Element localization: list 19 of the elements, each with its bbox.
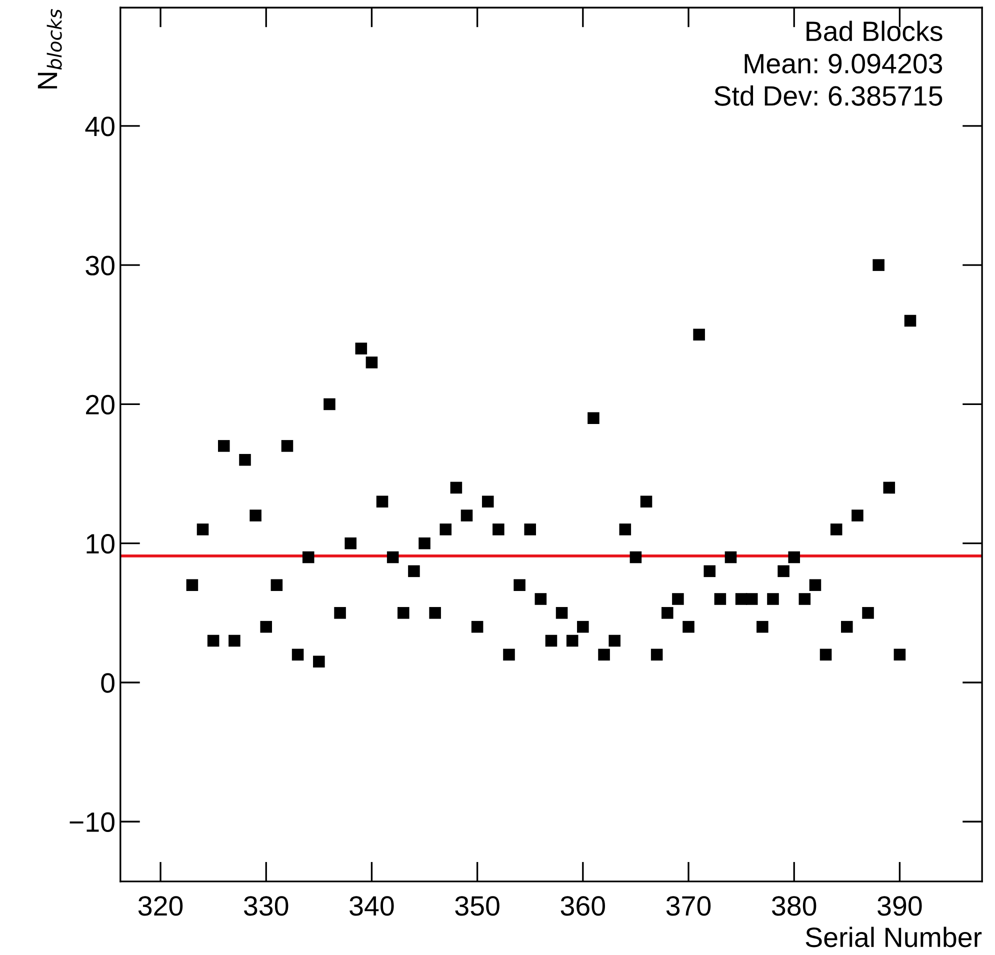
annotation: Bad Blocks — [806, 20, 942, 42]
x-tick-label: 350 — [455, 896, 500, 916]
x-tick-label: 380 — [772, 896, 816, 916]
x-tick-label: 320 — [138, 896, 183, 916]
x-tick-label: 330 — [244, 896, 288, 916]
annotation: Std Dev: 6.385715 — [714, 85, 942, 106]
annotation: Mean: 9.094203 — [744, 54, 942, 74]
x-axis-title: Serial Number — [806, 926, 982, 948]
x-tick-label: 360 — [560, 896, 605, 916]
y-tick-label: 40 — [85, 116, 114, 136]
y-tick-label: 30 — [86, 256, 114, 276]
y-axis-title: N$_{blocks}$ — [38, 9, 62, 88]
y-tick-label: 10 — [86, 534, 114, 554]
x-tick-label: 370 — [666, 896, 711, 916]
y-tick-label: 0 — [101, 673, 114, 693]
y-tick-label: 20 — [86, 394, 114, 415]
y-tick-label: −10 — [70, 812, 114, 832]
x-tick-label: 390 — [878, 896, 922, 916]
x-tick-label: 340 — [350, 896, 394, 916]
